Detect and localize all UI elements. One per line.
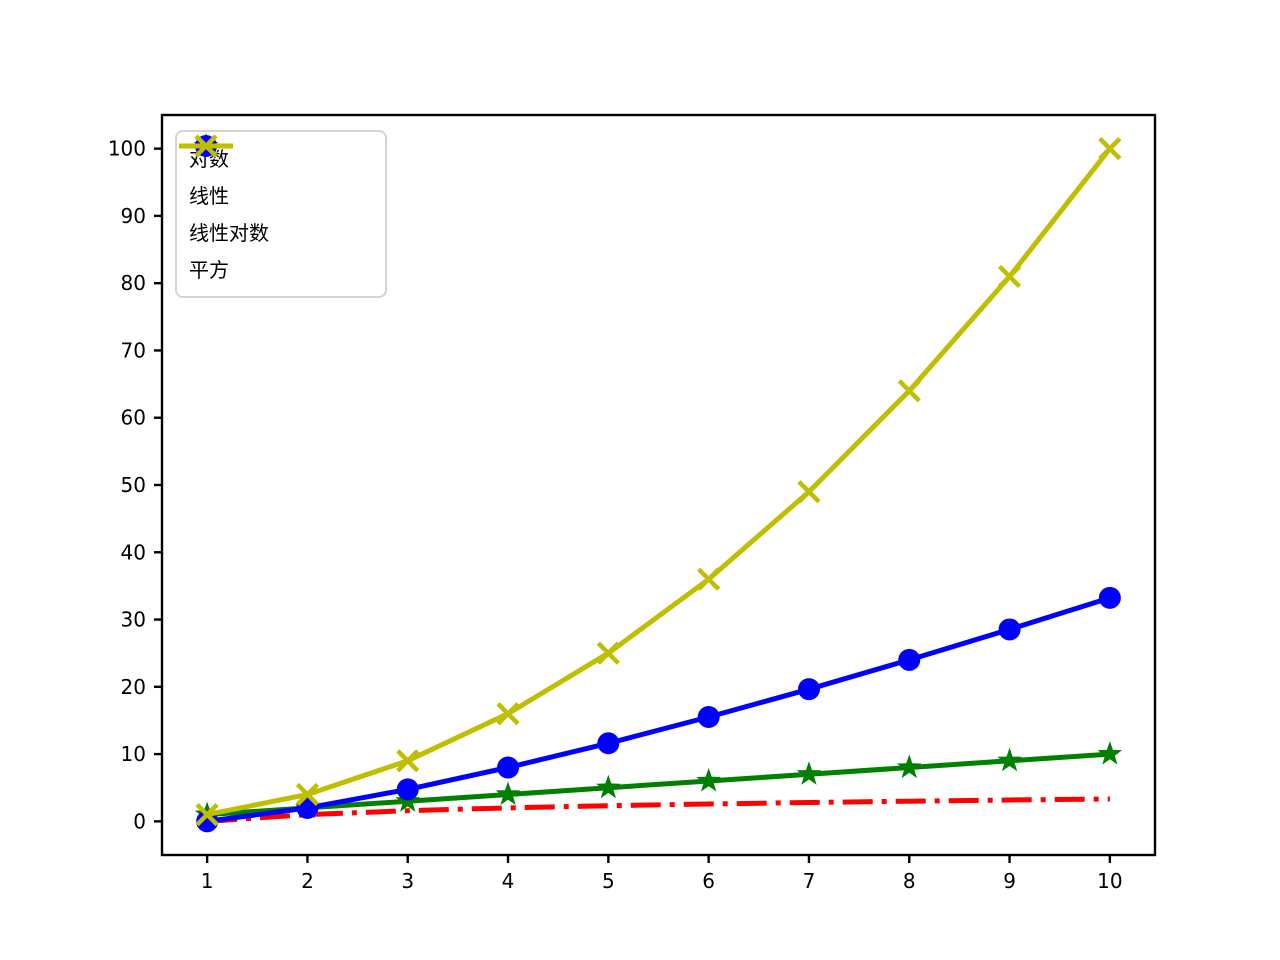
x-tick-label: 2: [301, 869, 314, 893]
y-tick-label: 50: [121, 473, 146, 497]
x-tick-label: 6: [702, 869, 715, 893]
circle-marker: [697, 706, 720, 729]
circle-marker: [1098, 586, 1121, 609]
circle-marker: [898, 648, 921, 671]
star-marker: [896, 754, 922, 779]
circle-marker: [797, 678, 820, 701]
circle-marker: [396, 778, 419, 801]
x-tick-label: 7: [803, 869, 816, 893]
x-marker: [997, 264, 1022, 289]
y-tick-label: 10: [121, 742, 146, 766]
circle-marker: [597, 732, 620, 755]
x-tick-label: 4: [502, 869, 515, 893]
series-0: [206, 796, 1110, 824]
star-marker: [796, 761, 822, 785]
legend-label: 线性: [189, 183, 229, 208]
star-marker: [596, 774, 621, 799]
x-tick-label: 8: [903, 869, 916, 893]
legend-sample: [179, 134, 233, 158]
x-marker: [596, 641, 620, 665]
series-line: [206, 147, 1112, 818]
y-tick-label: 0: [133, 809, 146, 833]
y-tick-label: 80: [121, 271, 146, 295]
x-marker: [396, 749, 420, 773]
x-marker: [897, 379, 921, 403]
y-tick-label: 100: [108, 137, 146, 161]
x-marker: [697, 567, 721, 591]
x-marker: [194, 134, 218, 158]
star-marker: [1097, 741, 1123, 765]
x-marker: [797, 480, 821, 504]
y-tick-label: 30: [121, 608, 146, 632]
x-marker: [1098, 137, 1122, 161]
x-marker: [295, 782, 320, 807]
series-3: [195, 137, 1122, 827]
x-marker: [195, 803, 219, 827]
y-tick-label: 90: [121, 204, 146, 228]
series-line: [206, 751, 1111, 818]
y-tick-label: 40: [121, 540, 146, 564]
circle-marker: [998, 618, 1021, 641]
y-tick-label: 20: [121, 675, 146, 699]
legend-label: 平方: [189, 257, 229, 282]
x-tick-label: 5: [602, 869, 615, 893]
x-tick-label: 10: [1097, 869, 1122, 893]
star-marker: [997, 747, 1022, 772]
x-tick-label: 1: [201, 869, 214, 893]
y-tick-label: 60: [121, 406, 146, 430]
x-marker: [496, 702, 520, 726]
legend-label: 线性对数: [189, 220, 269, 245]
series-2: [196, 586, 1121, 833]
series-line: [206, 796, 1110, 824]
legend-item: 线性: [179, 133, 373, 213]
star-marker: [495, 781, 521, 805]
y-tick-label: 70: [121, 338, 146, 362]
circle-marker: [497, 756, 520, 779]
legend: 对数 线性 线性对数 平方: [175, 130, 387, 298]
x-tick-label: 3: [401, 869, 414, 893]
star-marker: [696, 768, 721, 792]
legend-item: 线性对数: [179, 135, 373, 250]
series-line: [206, 595, 1111, 824]
x-tick-label: 9: [1003, 869, 1016, 893]
legend-item: 平方: [179, 134, 373, 287]
